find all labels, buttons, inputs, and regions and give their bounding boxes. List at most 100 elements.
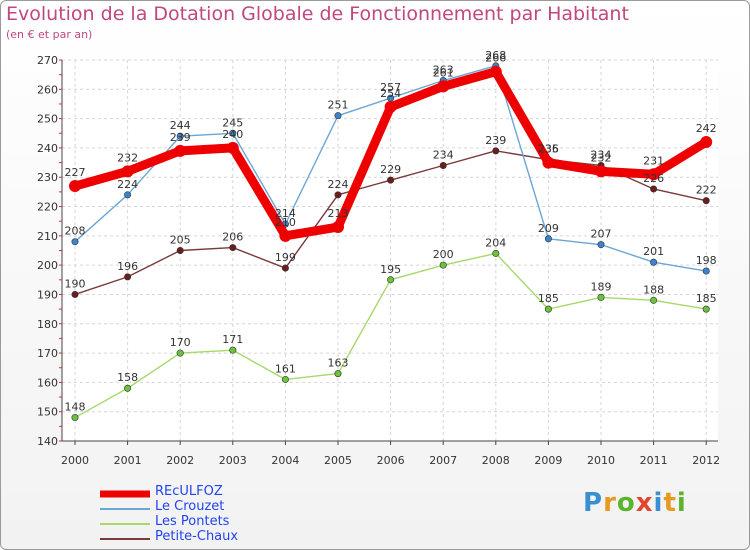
logo-letter: i [676,488,687,518]
x-tick-label: 2006 [377,454,405,467]
chart-title: Evolution de la Dotation Globale de Fonc… [6,3,629,25]
legend-label-le-crouzet: Le Crouzet [155,499,225,514]
data-point [226,141,239,154]
data-label: 263 [433,64,454,77]
data-point [124,273,132,281]
data-point [595,165,607,178]
data-point [597,293,605,301]
data-label: 209 [538,222,559,235]
data-label: 213 [328,207,349,220]
legend-swatch-recULFOZ [100,490,150,498]
data-label: 210 [275,216,296,229]
data-label: 201 [643,245,664,258]
y-tick-label: 180 [37,318,58,331]
data-point [492,249,500,257]
data-point [332,221,344,234]
data-point [544,305,552,313]
data-label: 214 [275,207,296,220]
data-point [542,156,555,169]
data-label: 235 [538,143,559,156]
data-label: 161 [275,362,296,375]
y-tick-label: 240 [37,142,58,155]
y-tick-label: 160 [37,376,58,389]
data-point [439,162,447,170]
data-label: 226 [643,172,664,185]
data-label: 229 [380,163,401,176]
x-tick-label: 2009 [534,454,562,467]
data-point [229,244,237,252]
data-label: 261 [433,66,454,79]
data-label: 236 [538,143,559,156]
data-label: 232 [591,151,612,164]
legend-swatch-les-pontets [100,523,150,525]
data-point [650,258,658,266]
data-label: 148 [65,401,86,414]
data-label: 239 [485,134,506,147]
y-tick-label: 230 [37,171,58,184]
logo-letter: r [603,488,617,518]
legend-swatch-le-crouzet [100,508,150,510]
data-label: 200 [433,248,454,261]
x-tick-label: 2011 [640,454,668,467]
chart-subtitle: (en € et par an) [6,28,93,41]
data-point [647,168,660,181]
data-point [279,229,292,242]
data-point [124,384,132,392]
data-label: 170 [170,336,191,349]
x-tick-label: 2000 [61,454,89,467]
data-label: 208 [65,225,86,238]
data-label: 254 [380,87,401,100]
data-point [229,129,237,137]
logo-letter: o [616,488,636,518]
data-point [544,235,552,243]
x-tick-label: 2012 [692,454,720,467]
data-point [229,346,237,354]
data-label: 185 [696,292,717,305]
data-point [176,247,184,255]
data-point [702,267,710,275]
data-point [71,290,79,298]
data-label: 224 [328,178,349,191]
data-point [387,276,395,284]
data-point [700,136,713,149]
data-point [384,100,397,113]
data-point [334,370,342,378]
y-tick-label: 140 [37,435,58,448]
data-label: 222 [696,184,717,197]
data-label: 232 [117,151,138,164]
data-point [650,296,658,304]
data-point [387,176,395,184]
logo-letter: i [653,488,664,518]
x-tick-label: 2004 [271,454,299,467]
data-point [174,144,187,157]
data-point [176,132,184,140]
y-tick-label: 260 [37,83,58,96]
data-label: 268 [485,49,506,62]
legend-label-recULFOZ: REcULFOZ [155,484,223,499]
logo-letter: t [663,488,677,518]
data-label: 227 [65,166,86,179]
y-tick-label: 250 [37,113,58,126]
data-point [650,185,658,193]
data-label: 244 [170,119,191,132]
data-label: 240 [222,128,243,141]
plot-area [62,60,718,441]
data-point [281,264,289,272]
data-label: 206 [222,231,243,244]
x-tick-label: 2007 [429,454,457,467]
y-tick-label: 190 [37,288,58,301]
data-label: 242 [696,122,717,135]
data-point [597,241,605,249]
data-label: 198 [696,254,717,267]
data-label: 188 [643,283,664,296]
x-tick-label: 2008 [482,454,510,467]
data-label: 257 [380,81,401,94]
data-label: 196 [117,260,138,273]
data-point [492,147,500,155]
y-tick-label: 270 [37,54,58,67]
data-label: 199 [275,251,296,264]
legend-swatch-petite-chaux [100,538,150,540]
data-point [489,65,502,78]
data-point [121,165,134,178]
